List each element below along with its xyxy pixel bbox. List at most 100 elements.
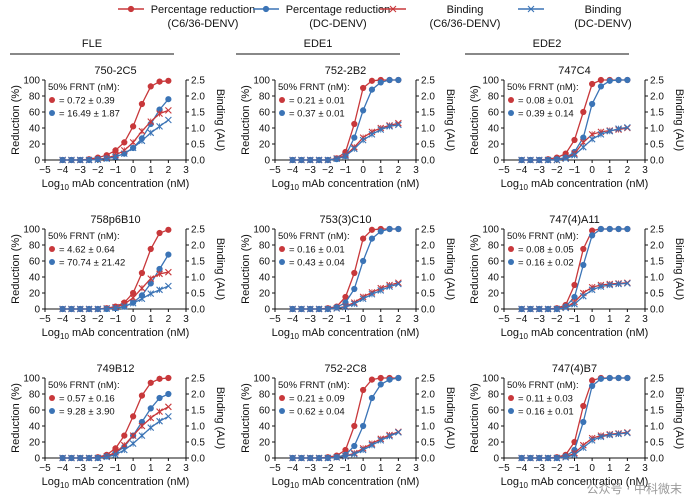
data-point-blue_x [68,454,75,462]
data-point-red_x [164,107,172,114]
data-point-blue_x [386,283,393,290]
data-point-blue_x [324,305,332,313]
x-tick-label: 1 [607,463,613,474]
data-point-red_c [156,78,163,85]
data-point-red_x-b [147,118,155,125]
data-point-red_c [130,413,137,420]
data-point-blue_x-b [562,155,570,163]
data-point-blue_x-b [527,454,534,462]
data-point-blue_x [518,156,526,164]
data-point-blue_x-b [377,126,385,133]
data-point-blue_c [360,257,367,265]
data-point-blue_x-b [85,305,93,313]
data-point-red_c [377,374,384,382]
y2-tick-label: 2.0 [191,241,205,252]
data-point-blue_x [59,305,67,313]
y-tick-label: 40 [29,124,41,135]
x-tick-label: −1 [340,165,352,176]
frnt-value-c6: = 4.62 ± 0.64 [59,245,115,256]
panel-753(3)C10: 753(3)C10 −5 −4 −3 −2 −1 0 1 2 3 0 20 40 60 80 100 0.0 0.… [240,214,456,341]
y2-tick-label: 0.0 [650,454,664,465]
y-axis-label: Reduction (%) [469,383,481,453]
x-tick-label: −1 [110,165,122,176]
data-point-blue_x-b [129,299,137,307]
y2-axis-label: Binding (AU) [214,238,226,300]
data-point-blue_x-b [368,131,376,138]
data-point-red_x [138,422,146,430]
legend-label-2: Binding [447,4,484,16]
data-point-red_x [129,139,137,146]
y-tick-label: 40 [259,422,271,433]
panel-title: 747(4)A11 [549,214,600,226]
data-point-blue_c [597,83,605,90]
data-point-blue_x-b [368,441,376,449]
data-point-blue_x-b [342,303,349,311]
data-point-blue_x [544,156,552,164]
y-tick-label: 60 [29,257,41,268]
data-point-blue_x-b [68,305,75,313]
x-tick-label: 3 [642,314,648,325]
y2-tick-label: 0.5 [650,289,664,300]
y-tick-label: 60 [488,406,500,417]
x-tick-label: 0 [130,165,136,176]
data-point-blue_x-b [544,305,552,313]
data-point-red_x-b [156,408,163,415]
panel-title: 750-2C5 [94,65,136,77]
data-point-blue_x-b [394,429,402,436]
data-point-red_c [360,386,367,394]
y-axis-label: Reduction (%) [240,383,252,453]
data-point-blue_x-b [120,303,128,310]
group-label-fle: FLE [82,38,102,50]
legend-label-1: Percentage reduction [286,4,391,16]
data-point-blue_c [624,225,631,233]
y2-axis-label: Binding (AU) [444,89,456,151]
y-tick-label: 20 [259,140,271,151]
x-tick-label: 2 [396,314,402,325]
data-point-blue_x [606,281,614,289]
data-point-blue_x [359,295,367,303]
data-point-blue_x-b [103,155,111,163]
frnt-value-dc: = 0.37 ± 0.01 [289,109,345,120]
data-point-blue_x [164,282,172,290]
data-point-red_x-b [138,284,146,292]
data-point-blue_c [395,76,402,84]
data-point-blue_x [518,305,526,313]
data-point-blue_x-b [120,150,128,157]
data-point-blue_x [129,299,137,307]
x-tick-label: 1 [148,463,154,474]
data-point-blue_c [377,381,384,388]
x-tick-label: −5 [39,165,51,176]
y-tick-label: 60 [488,108,500,119]
y-tick-label: 80 [259,390,271,401]
y2-tick-label: 1.0 [650,422,664,433]
data-point-blue_x-b [324,454,332,462]
y-tick-label: 80 [29,92,41,103]
x-tick-label: 3 [642,165,648,176]
panel-758p6B10: 758p6B10 −5 −4 −3 −2 −1 0 1 2 3 0 20 40 60 80 100 0.0 0.5… [10,214,226,341]
x-tick-label: −4 [287,165,299,176]
legend-sublabel-0: (C6/36-DENV) [168,18,239,30]
data-point-blue_x-b [76,156,84,164]
data-point-red_x-b [138,422,146,430]
data-point-blue_c [597,225,605,233]
data-point-red_x [588,131,596,138]
data-point-red_x-b [164,107,172,114]
data-point-blue_x-b [129,144,137,152]
legend-sublabel-3: (DC-DENV) [574,18,631,30]
data-point-blue_c [386,76,393,84]
x-axis-label: Log10 mAb concentration (nM) [272,178,420,192]
data-point-red_x [138,127,146,135]
data-point-blue_x-b [164,282,172,290]
data-point-blue_x-b [350,450,358,458]
y2-axis-label: Binding (AU) [214,89,226,151]
data-point-red_c [589,377,596,384]
legend-label-0: Percentage reduction [151,4,256,16]
x-tick-label: 2 [166,463,172,474]
data-point-blue_x-b [94,454,102,462]
frnt-marker-dc [279,110,285,116]
data-point-blue_x-b [298,454,305,462]
data-point-red_x [156,110,163,117]
data-point-red_c [351,120,358,128]
data-point-blue_x-b [103,453,111,461]
data-point-blue_x [138,432,146,439]
